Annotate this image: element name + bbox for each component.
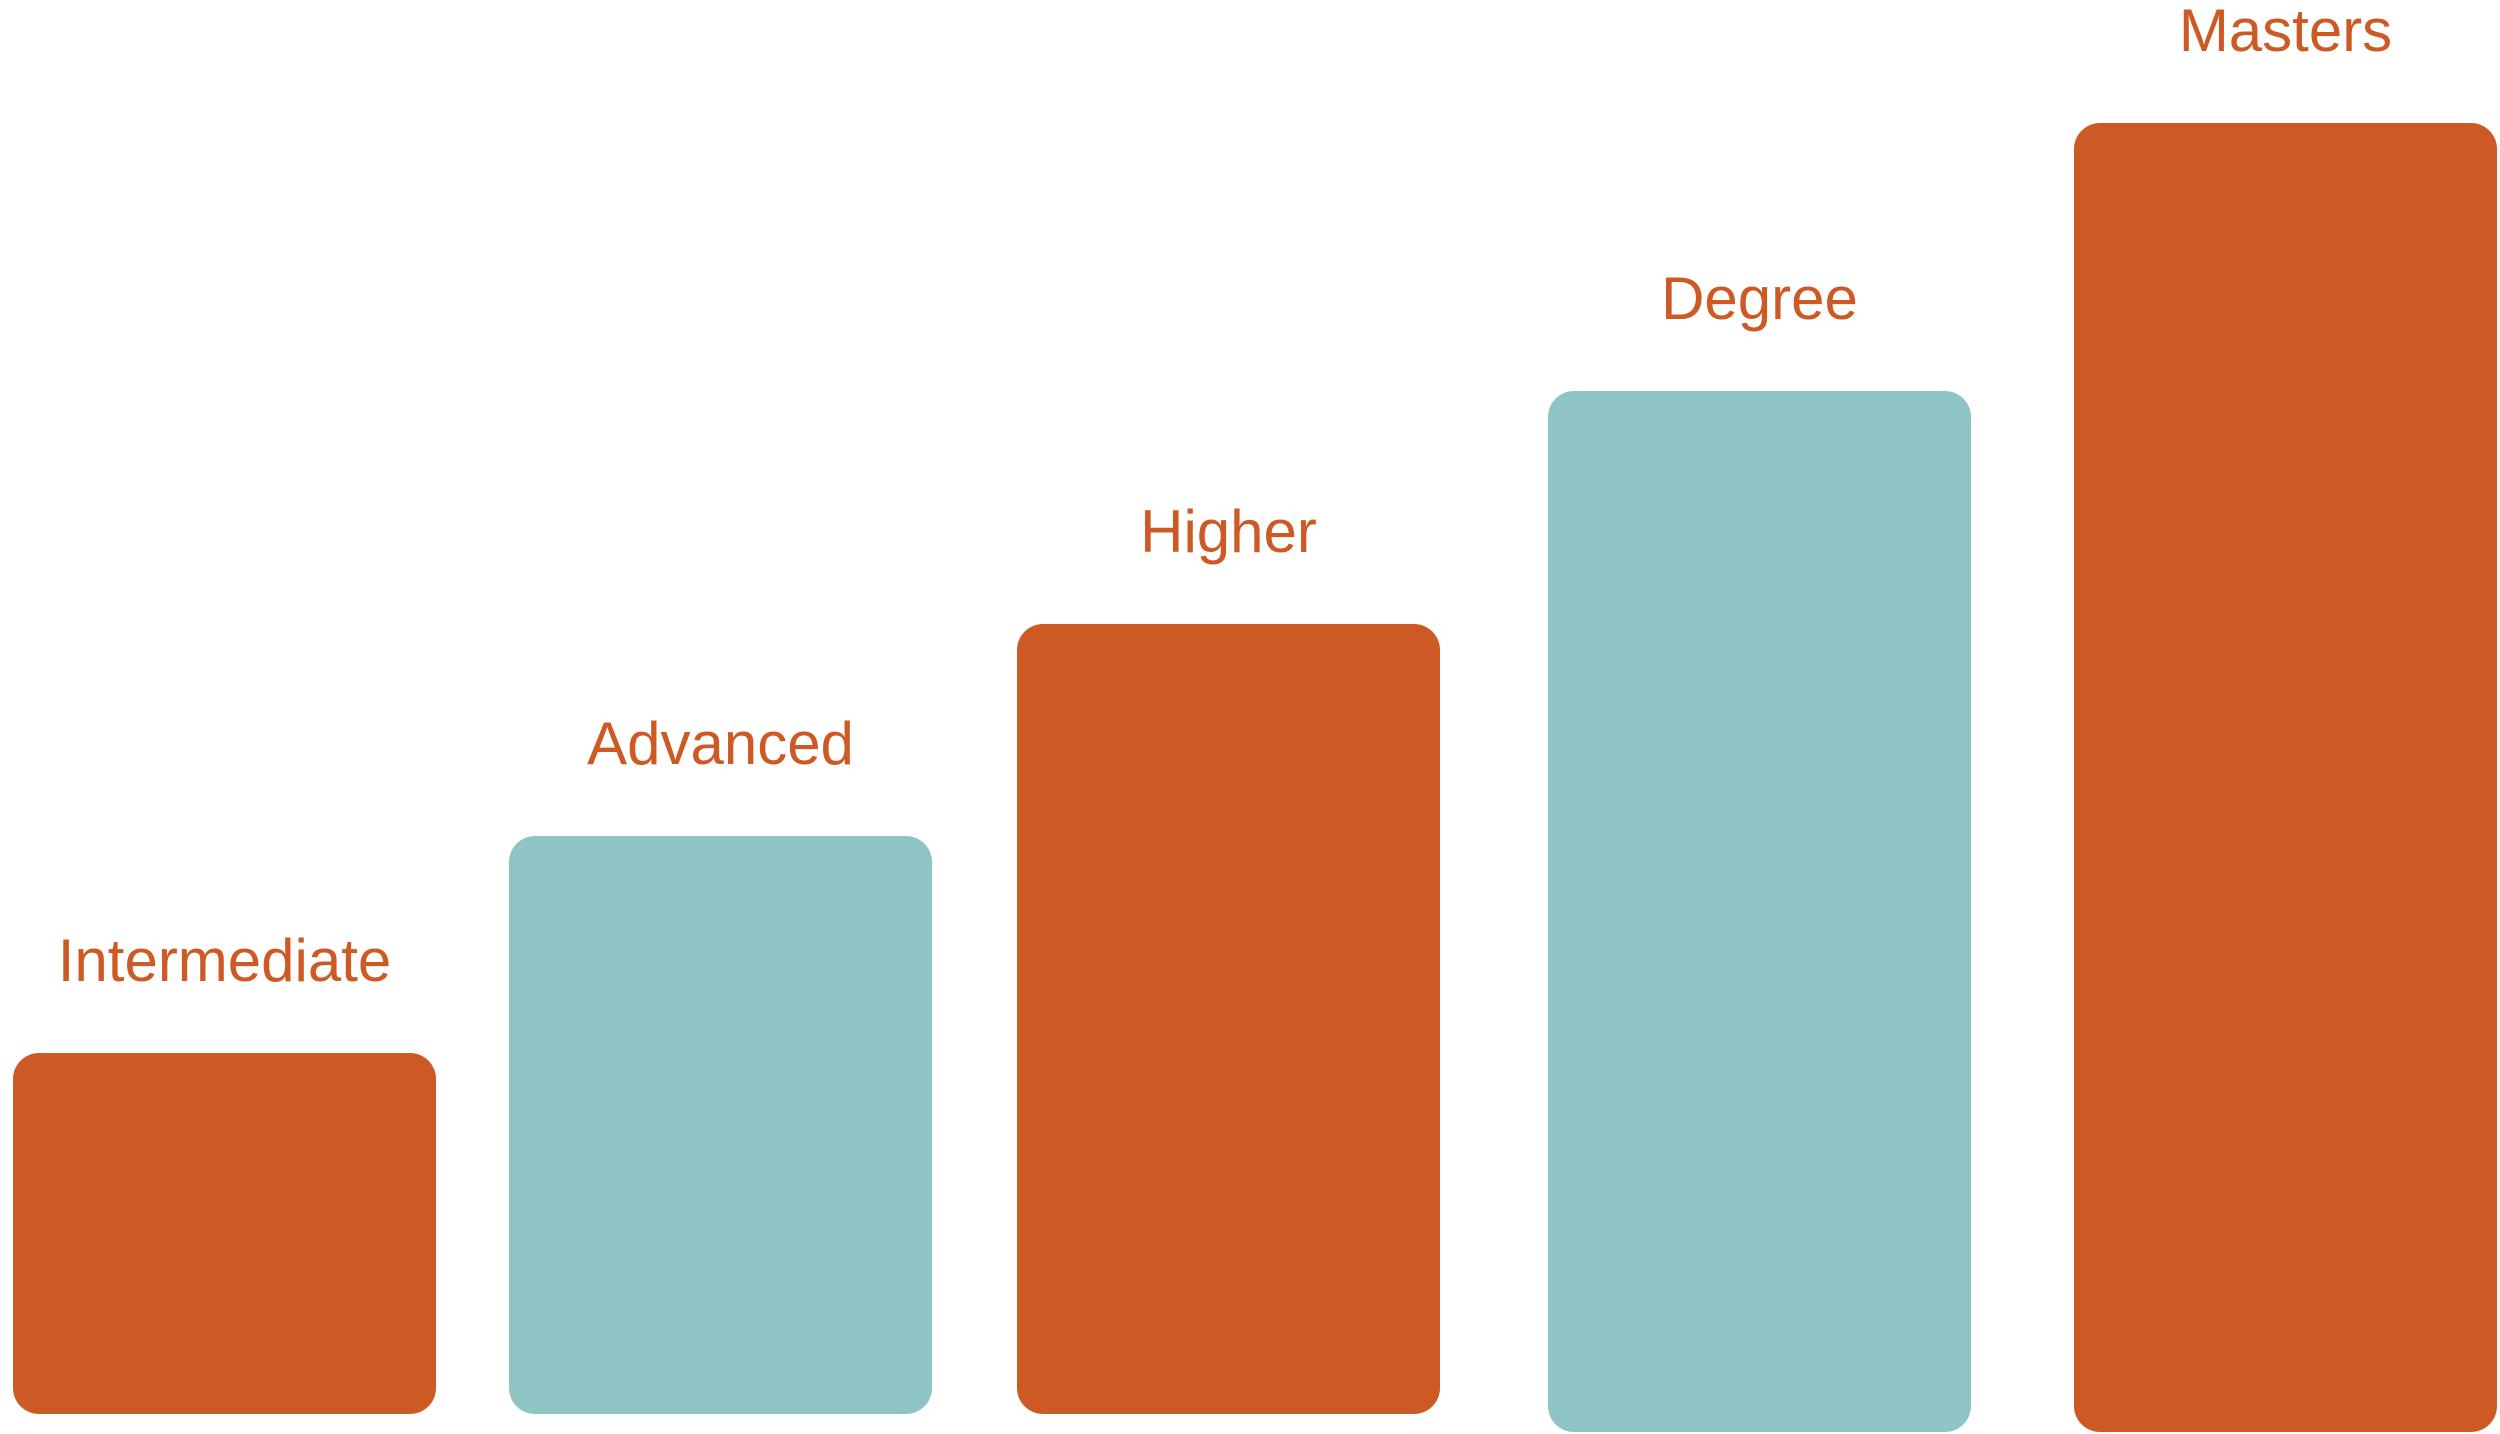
step-masters: Masters <box>2074 1 2497 1432</box>
step-label-masters: Masters <box>2178 0 2393 64</box>
step-higher: Higher <box>1017 502 1440 1414</box>
step-intermediate: Intermediate <box>13 931 436 1414</box>
step-label-higher: Higher <box>1140 498 1317 565</box>
step-label-degree: Degree <box>1661 265 1858 332</box>
step-degree: Degree <box>1548 269 1971 1432</box>
step-block-advanced <box>509 836 932 1414</box>
step-block-intermediate <box>13 1053 436 1414</box>
step-label-intermediate: Intermediate <box>57 927 392 994</box>
step-label-advanced: Advanced <box>587 710 854 777</box>
step-advanced: Advanced <box>509 714 932 1414</box>
step-block-higher <box>1017 624 1440 1414</box>
step-block-degree <box>1548 391 1971 1432</box>
step-block-masters <box>2074 123 2497 1432</box>
